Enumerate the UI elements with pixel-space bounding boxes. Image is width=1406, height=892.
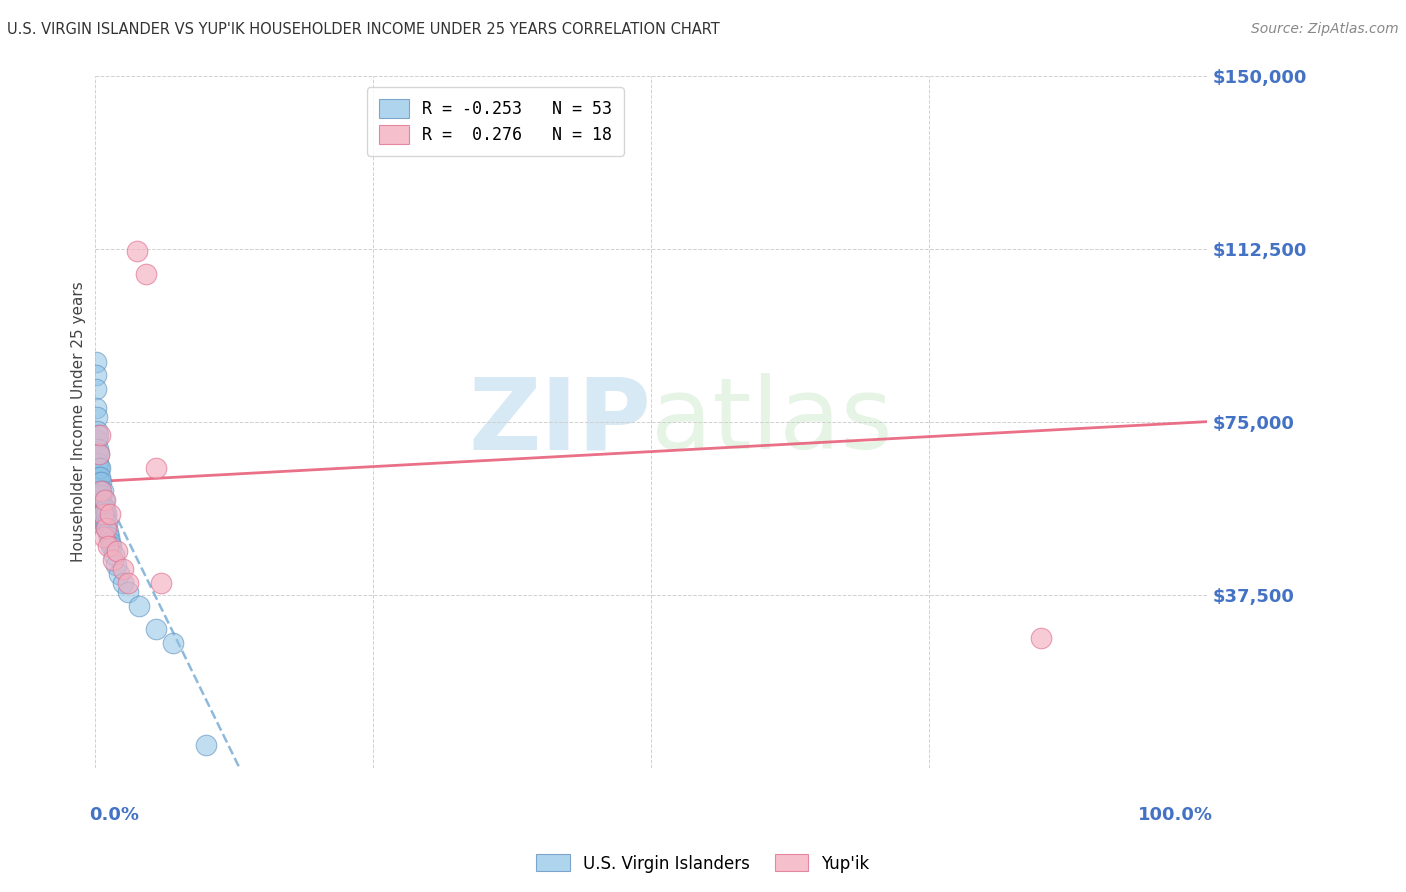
Point: [87, 442, 110, 457]
Point: [91, 507, 114, 521]
Point: [89, 498, 111, 512]
Point: [125, 244, 148, 258]
Point: [91, 483, 114, 498]
Point: [86, 424, 108, 438]
Point: [100, 539, 122, 553]
Point: [145, 460, 167, 475]
Point: [90, 483, 112, 498]
Point: [105, 544, 128, 558]
Point: [86, 447, 108, 461]
Point: [97, 539, 120, 553]
Point: [93, 507, 115, 521]
Point: [98, 530, 121, 544]
Point: [84, 368, 107, 383]
Point: [87, 493, 110, 508]
Point: [91, 498, 114, 512]
Point: [89, 475, 111, 489]
Point: [93, 502, 115, 516]
Point: [86, 460, 108, 475]
Point: [90, 498, 112, 512]
Point: [89, 460, 111, 475]
Point: [87, 470, 110, 484]
Point: [87, 428, 110, 442]
Point: [101, 553, 124, 567]
Point: [89, 516, 111, 530]
Text: 100.0%: 100.0%: [1137, 805, 1213, 824]
Point: [94, 521, 117, 535]
Point: [90, 511, 112, 525]
Point: [145, 622, 167, 636]
Text: ZIP: ZIP: [468, 373, 651, 470]
Point: [1029, 632, 1052, 646]
Point: [162, 636, 184, 650]
Point: [89, 447, 111, 461]
Point: [94, 521, 117, 535]
Point: [90, 488, 112, 502]
Text: Source: ZipAtlas.com: Source: ZipAtlas.com: [1251, 22, 1399, 37]
Point: [89, 428, 111, 442]
Point: [87, 479, 110, 493]
Point: [93, 516, 115, 530]
Point: [93, 493, 115, 508]
Point: [117, 576, 139, 591]
Point: [89, 483, 111, 498]
Point: [84, 354, 107, 368]
Point: [195, 738, 218, 752]
Text: 0.0%: 0.0%: [89, 805, 139, 824]
Point: [93, 493, 115, 508]
Legend: R = -0.253   N = 53, R =  0.276   N = 18: R = -0.253 N = 53, R = 0.276 N = 18: [367, 87, 624, 156]
Text: atlas: atlas: [651, 373, 893, 470]
Point: [84, 382, 107, 396]
Point: [87, 456, 110, 470]
Point: [111, 576, 134, 591]
Point: [135, 267, 157, 281]
Point: [90, 475, 112, 489]
Point: [93, 530, 115, 544]
Point: [111, 562, 134, 576]
Point: [89, 460, 111, 475]
Point: [91, 507, 114, 521]
Point: [89, 447, 111, 461]
Point: [94, 507, 117, 521]
Point: [97, 525, 120, 540]
Text: U.S. VIRGIN ISLANDER VS YUP'IK HOUSEHOLDER INCOME UNDER 25 YEARS CORRELATION CHA: U.S. VIRGIN ISLANDER VS YUP'IK HOUSEHOLD…: [7, 22, 720, 37]
Point: [86, 409, 108, 424]
Point: [117, 585, 139, 599]
Point: [84, 401, 107, 415]
Point: [89, 483, 111, 498]
Point: [150, 576, 173, 591]
Point: [108, 566, 131, 581]
Point: [89, 493, 111, 508]
Point: [128, 599, 150, 614]
Y-axis label: Householder Income Under 25 years: Householder Income Under 25 years: [72, 281, 86, 562]
Legend: U.S. Virgin Islanders, Yup'ik: U.S. Virgin Islanders, Yup'ik: [530, 847, 876, 880]
Point: [98, 534, 121, 549]
Point: [86, 433, 108, 447]
Point: [103, 549, 125, 563]
Point: [98, 507, 121, 521]
Point: [104, 558, 127, 572]
Point: [89, 507, 111, 521]
Point: [89, 470, 111, 484]
Point: [96, 516, 118, 530]
